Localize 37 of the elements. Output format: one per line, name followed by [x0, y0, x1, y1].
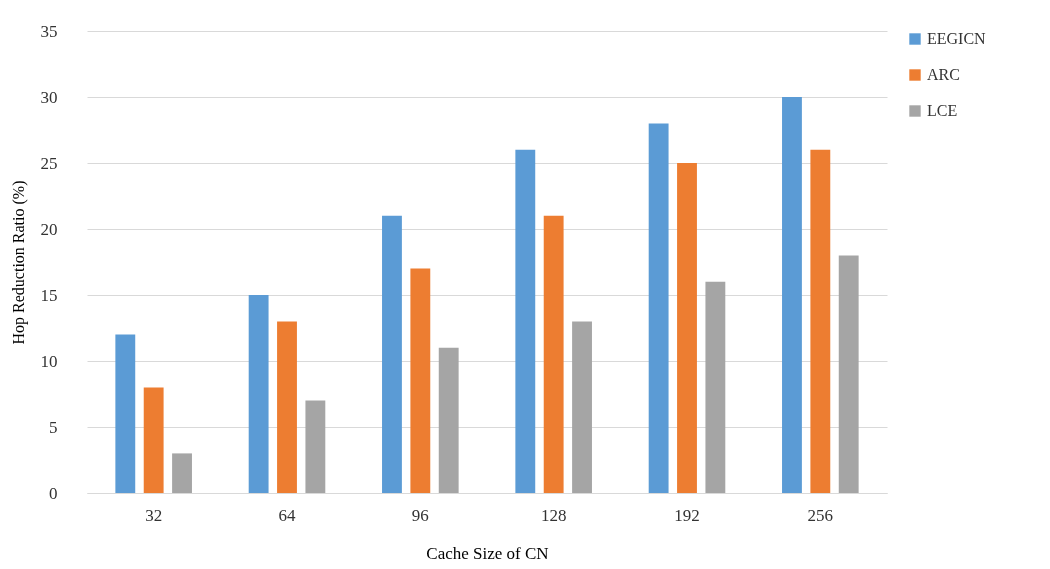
bar	[143, 387, 164, 493]
y-axis-title: Hop Reduction Ratio (%)	[9, 180, 28, 345]
bar	[515, 149, 536, 493]
x-tick-label: 32	[145, 505, 163, 525]
y-tick-label: 5	[49, 417, 58, 437]
x-tick-label: 128	[540, 505, 567, 525]
bar	[838, 255, 859, 493]
y-tick-label: 35	[40, 21, 58, 41]
bar	[248, 295, 269, 493]
y-tick-label: 20	[40, 219, 58, 239]
bar	[382, 215, 402, 493]
x-tick-label: 192	[674, 505, 700, 525]
bar	[305, 400, 326, 493]
y-tick-label: 0	[49, 483, 58, 503]
bar	[410, 268, 431, 493]
legend-label: LCE	[927, 102, 958, 119]
y-tick-label: 10	[40, 351, 58, 371]
bar	[438, 347, 459, 493]
bar	[648, 123, 669, 493]
legend-label: ARC	[927, 66, 960, 83]
bar	[572, 321, 592, 493]
y-tick-label: 30	[40, 87, 58, 107]
legend-label: EEGICN	[927, 30, 987, 47]
x-tick-label: 256	[807, 505, 834, 525]
y-tick-label: 15	[40, 285, 58, 305]
y-tick-label: 25	[40, 153, 58, 173]
bar	[677, 163, 697, 493]
bar	[543, 215, 564, 493]
x-tick-label: 96	[411, 505, 429, 525]
bar	[115, 334, 136, 493]
x-tick-label: 64	[278, 505, 296, 525]
x-axis-title: Cache Size of CN	[426, 543, 549, 563]
bar	[810, 149, 831, 493]
bar	[705, 281, 726, 493]
bar	[172, 453, 192, 493]
bar	[277, 321, 297, 493]
bar	[782, 97, 802, 493]
